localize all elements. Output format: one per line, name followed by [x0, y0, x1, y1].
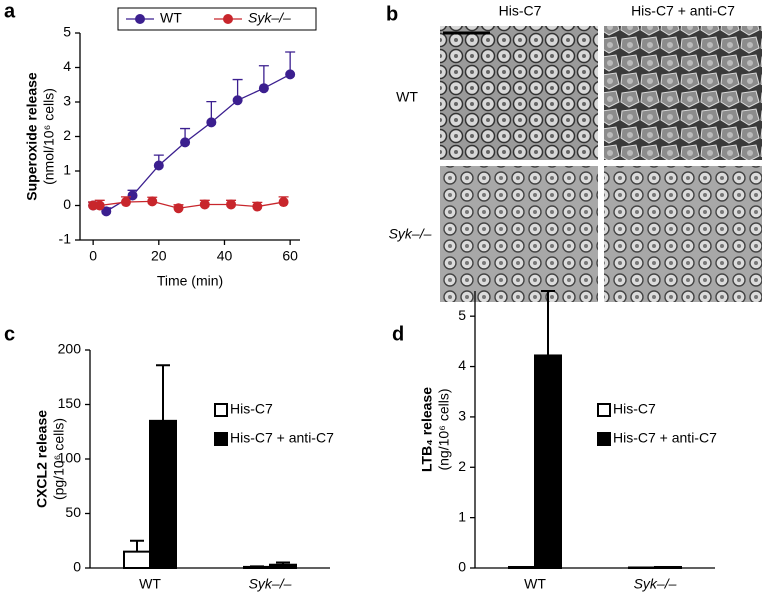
y-tick-label: 50 — [65, 504, 81, 520]
y-tick-label: 0 — [73, 559, 81, 575]
error-bar — [541, 290, 555, 356]
legend-swatch — [214, 403, 228, 417]
x-tick-label: Syk–/– — [249, 576, 292, 592]
y-tick-label: 3 — [63, 93, 71, 109]
micrograph — [604, 166, 762, 302]
legend-swatch — [597, 432, 611, 446]
point — [206, 117, 217, 128]
point — [127, 190, 138, 201]
micrograph — [440, 166, 598, 302]
point — [199, 199, 210, 210]
y-axis-title: LTB₄ release — [419, 387, 435, 472]
point — [120, 197, 131, 208]
bar — [269, 563, 297, 569]
y-axis-title: (ng/10⁶ cells) — [436, 388, 452, 470]
panel-label: b — [386, 3, 398, 25]
point — [232, 95, 243, 106]
y-tick-label: 2 — [458, 458, 466, 474]
x-axis-title: Time (min) — [157, 273, 223, 289]
y-axis-title: (nmol/10⁶ cells) — [41, 88, 57, 185]
legend-label: His-C7 — [230, 401, 273, 417]
error-bar — [130, 539, 144, 552]
point — [278, 197, 289, 208]
x-tick-label: WT — [524, 576, 546, 592]
panel-label: a — [4, 0, 16, 22]
column-label: His-C7 — [499, 3, 542, 19]
x-tick-label: WT — [139, 576, 161, 592]
micrograph — [604, 26, 762, 160]
y-tick-label: 150 — [58, 395, 82, 411]
point — [101, 206, 112, 217]
x-tick-label: 40 — [217, 248, 233, 264]
row-label: WT — [396, 89, 418, 105]
legend-label: His-C7 + anti-C7 — [230, 430, 334, 446]
x-tick-label: 0 — [89, 248, 97, 264]
bar — [654, 565, 682, 570]
legend-label: His-C7 — [613, 401, 656, 417]
y-tick-label: 5 — [458, 307, 466, 323]
y-tick-label: 3 — [458, 408, 466, 424]
legend-marker — [135, 14, 145, 24]
legend-label: His-C7 + anti-C7 — [613, 430, 717, 446]
y-tick-label: 0 — [458, 559, 466, 575]
y-tick-label: 100 — [58, 450, 82, 466]
legend-label: Syk–/– — [248, 10, 291, 26]
legend-label: WT — [160, 10, 182, 26]
legend-marker — [223, 14, 233, 24]
y-tick-label: 0 — [63, 196, 71, 212]
legend-swatch — [597, 403, 611, 417]
legend-swatch — [214, 432, 228, 446]
y-axis-title: CXCL2 release — [34, 410, 50, 508]
panel-label: c — [4, 323, 15, 345]
y-tick-label: 4 — [458, 357, 466, 373]
y-tick-label: 4 — [63, 58, 71, 74]
point — [226, 199, 237, 210]
micrograph — [440, 26, 598, 160]
column-label: His-C7 + anti-C7 — [631, 3, 735, 19]
y-tick-label: 5 — [63, 24, 71, 40]
bar — [149, 419, 177, 569]
y-axis-title: (pg/10⁶ cells) — [51, 418, 67, 500]
x-tick-label: Syk–/– — [634, 576, 677, 592]
y-tick-label: 2 — [63, 127, 71, 143]
bar — [123, 550, 151, 570]
point — [147, 196, 158, 207]
bar — [534, 354, 562, 569]
point — [285, 69, 296, 80]
bar — [508, 565, 536, 570]
point — [94, 200, 105, 211]
point — [153, 160, 164, 171]
bar — [243, 565, 271, 569]
x-tick-label: 60 — [282, 248, 298, 264]
series-line — [92, 73, 291, 213]
y-tick-label: 1 — [458, 508, 466, 524]
point — [252, 201, 263, 212]
y-axis-title: Superoxide release — [24, 72, 40, 201]
x-tick-label: 20 — [151, 248, 167, 264]
bar — [628, 566, 656, 569]
point — [258, 83, 269, 94]
row-label: Syk–/– — [389, 226, 432, 242]
panel-label: d — [392, 323, 404, 345]
y-tick-label: 200 — [58, 341, 82, 357]
point — [173, 203, 184, 214]
y-tick-label: 1 — [63, 162, 71, 178]
error-bar — [156, 364, 170, 421]
point — [180, 137, 191, 148]
y-tick-label: -1 — [59, 231, 72, 247]
